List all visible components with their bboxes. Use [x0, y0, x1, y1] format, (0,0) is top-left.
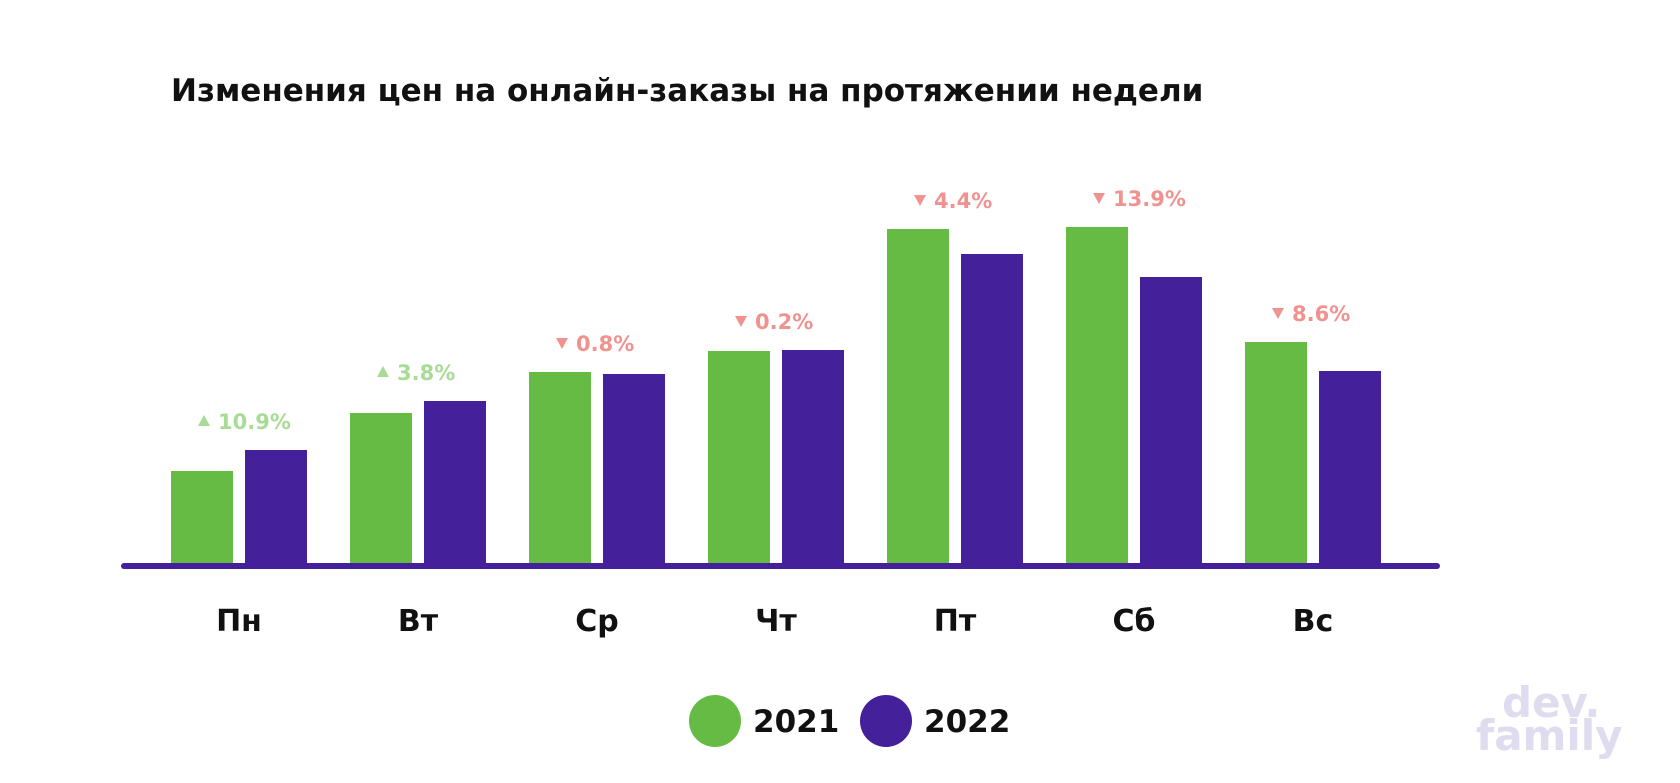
bar-2022-2: [603, 374, 665, 563]
change-labels: 10.9% 3.8% 0.8% 0.2% 4.4% 13.9% 8.6%: [198, 187, 1350, 434]
chart-title: Изменения цен на онлайн-заказы на протяж…: [171, 73, 1203, 109]
bar-2022-6: [1319, 371, 1381, 563]
legend-swatch-2022: [860, 695, 912, 747]
change-label-2: 0.8%: [576, 332, 634, 356]
logo-line-2: family: [1476, 711, 1623, 760]
change-up-icon-1: [377, 366, 389, 377]
change-down-icon-3: [735, 316, 747, 327]
x-tick-label-2: Ср: [575, 604, 619, 639]
x-tick-label-4: Пт: [934, 604, 977, 639]
legend-swatch-2021: [689, 695, 741, 747]
bar-2021-4: [887, 229, 949, 563]
bar-2021-1: [350, 413, 412, 563]
x-tick-label-1: Вт: [398, 604, 439, 639]
bar-2021-2: [529, 372, 591, 563]
bar-2021-3: [708, 351, 770, 563]
change-label-4: 4.4%: [934, 189, 992, 213]
change-label-6: 8.6%: [1292, 302, 1350, 326]
change-label-1: 3.8%: [397, 361, 455, 385]
legend: 2021 2022: [689, 695, 1010, 747]
change-down-icon-2: [556, 338, 568, 349]
legend-label-2021: 2021: [753, 704, 839, 740]
bar-2022-3: [782, 350, 844, 563]
bar-2022-0: [245, 450, 307, 563]
change-label-3: 0.2%: [755, 310, 813, 334]
change-label-5: 13.9%: [1113, 187, 1186, 211]
bar-2021-5: [1066, 227, 1128, 563]
x-tick-labels: Пн Вт Ср Чт Пт Сб Вс: [216, 604, 1333, 639]
change-down-icon-5: [1093, 193, 1105, 204]
bar-2022-4: [961, 254, 1023, 563]
change-down-icon-4: [914, 195, 926, 206]
x-tick-label-0: Пн: [216, 604, 262, 639]
bar-2022-5: [1140, 277, 1202, 563]
bars-group: [171, 227, 1381, 563]
bar-2021-0: [171, 471, 233, 563]
change-down-icon-6: [1272, 308, 1284, 319]
x-tick-label-3: Чт: [755, 604, 797, 639]
change-label-0: 10.9%: [218, 410, 291, 434]
x-tick-label-5: Сб: [1113, 604, 1156, 639]
logo-line-1: dev.: [1502, 678, 1600, 727]
x-tick-label-6: Вс: [1293, 604, 1334, 639]
bar-2022-1: [424, 401, 486, 563]
change-up-icon-0: [198, 415, 210, 426]
devfamily-logo: dev. family: [1476, 678, 1623, 760]
bar-2021-6: [1245, 342, 1307, 563]
legend-label-2022: 2022: [924, 704, 1010, 740]
